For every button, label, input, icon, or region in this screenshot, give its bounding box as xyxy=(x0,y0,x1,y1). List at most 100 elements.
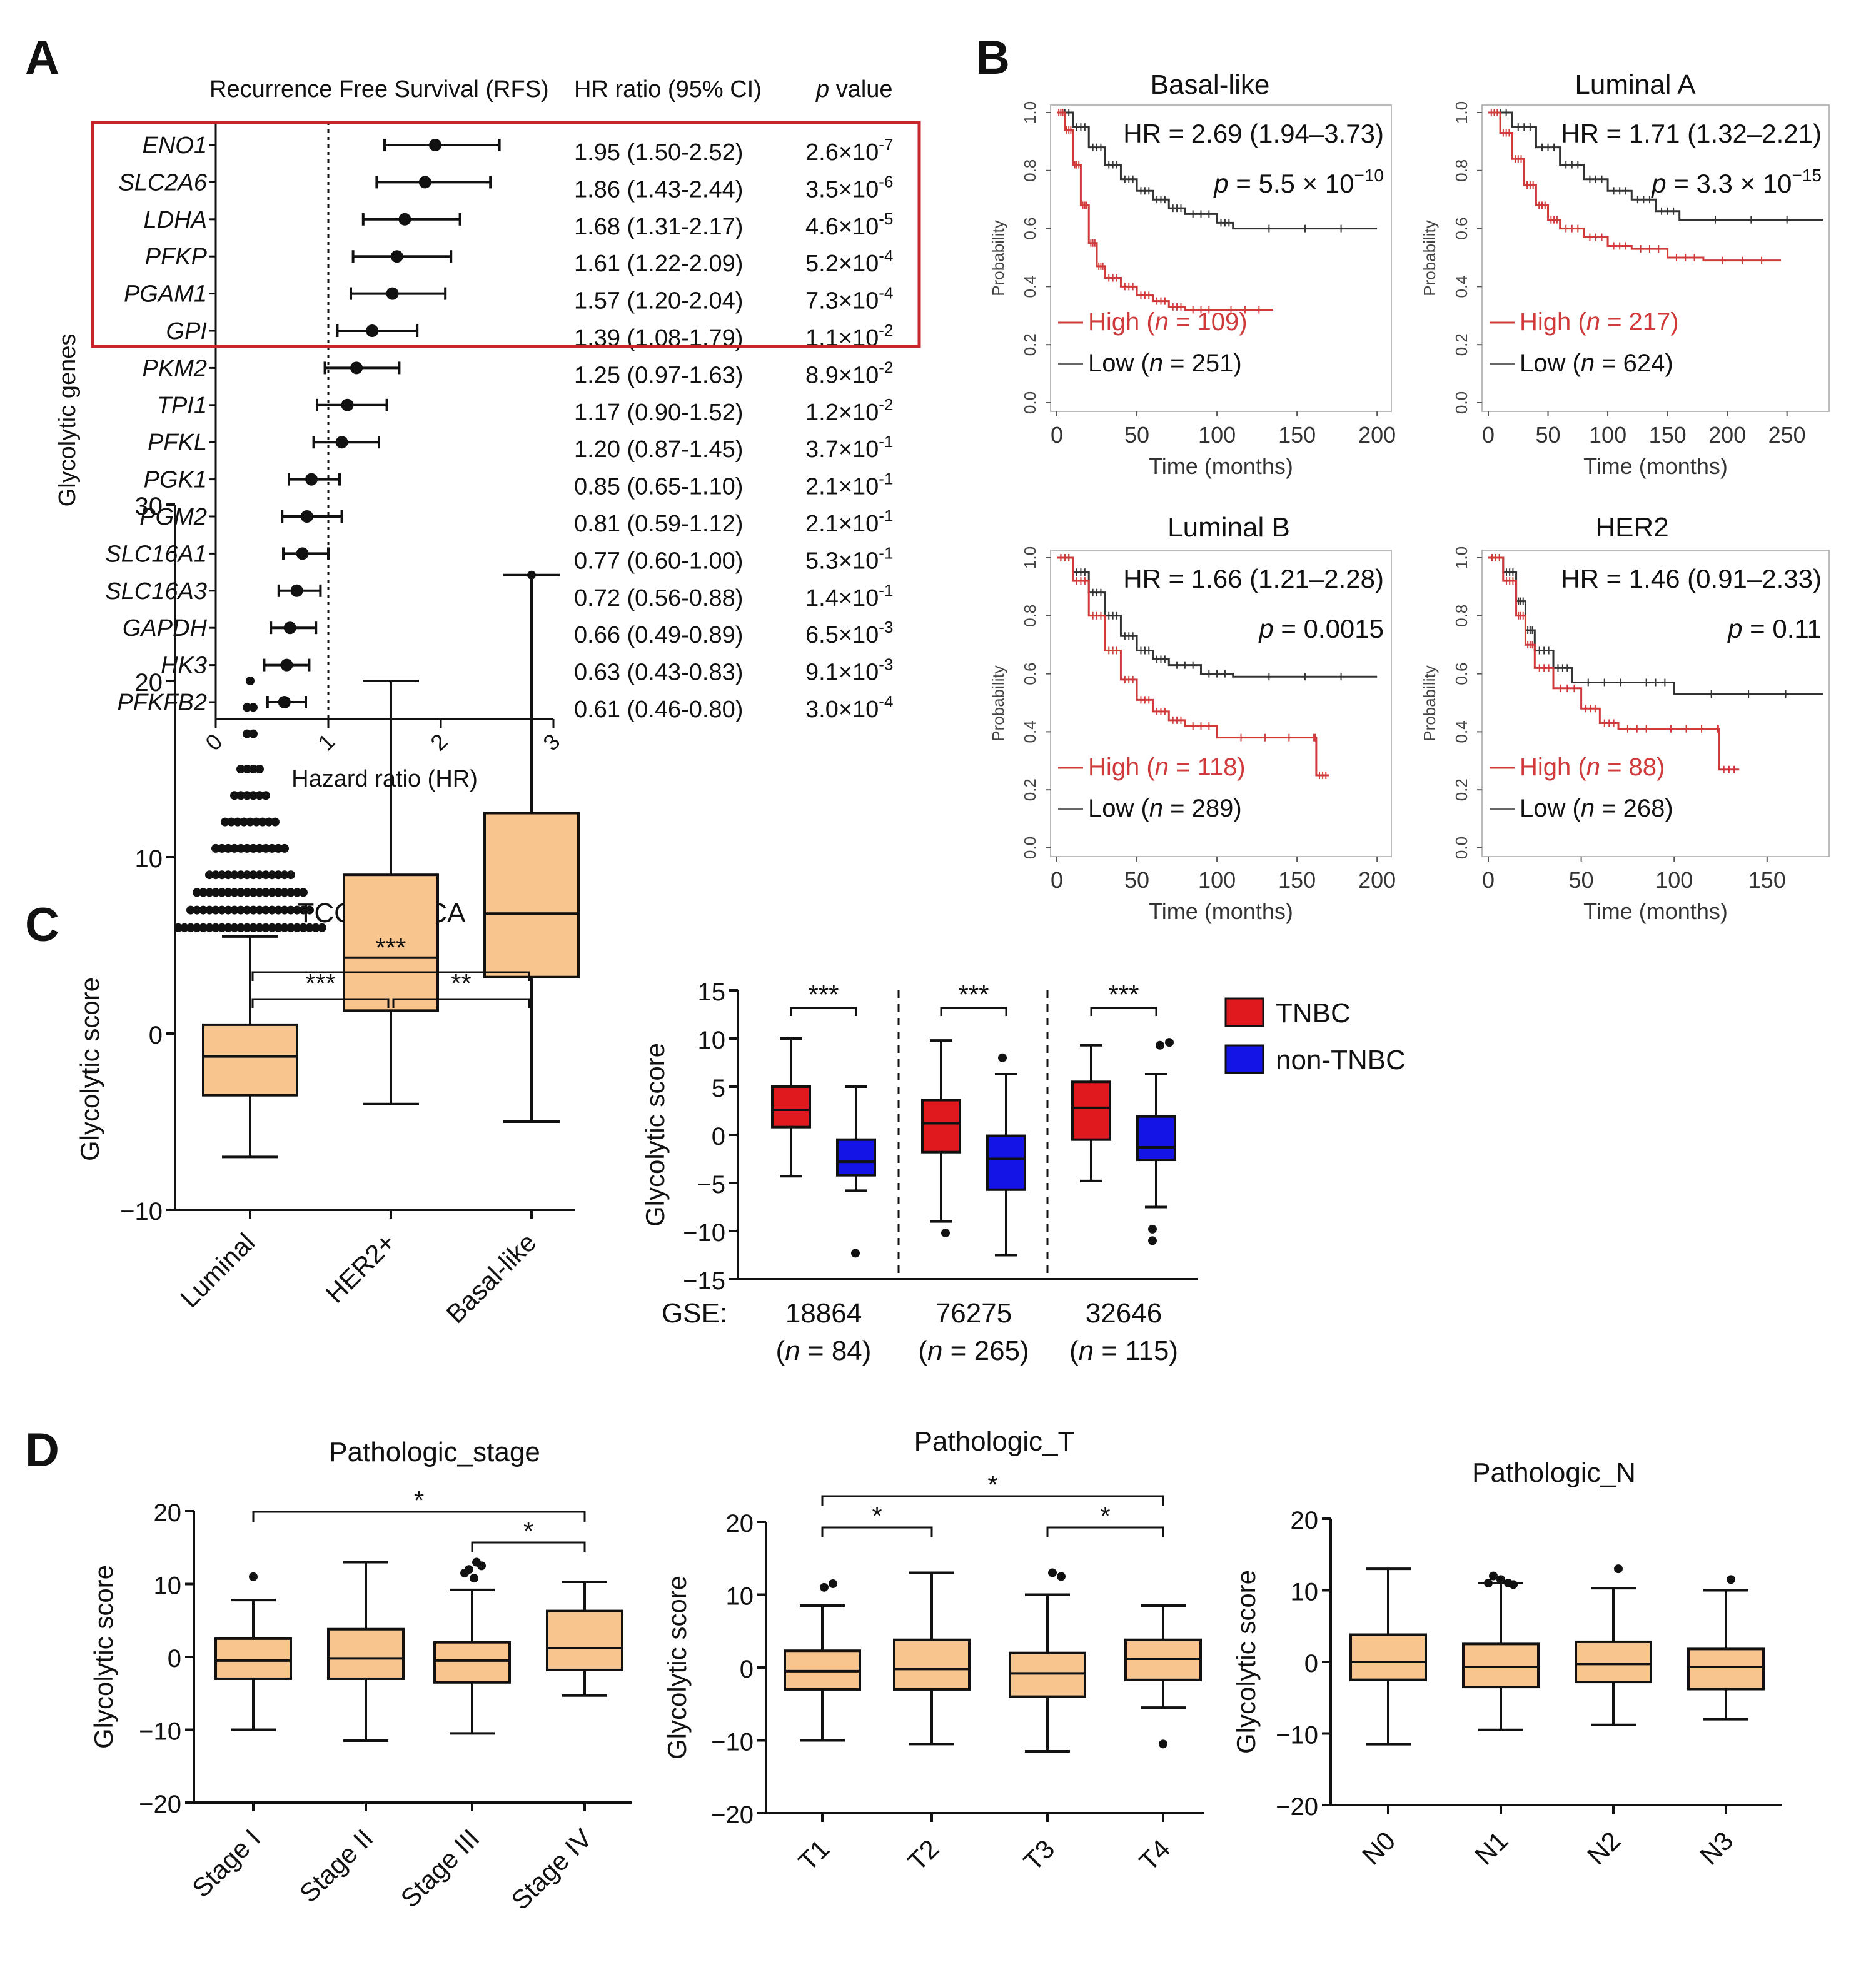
hr-point xyxy=(278,696,291,708)
tcga-outlier xyxy=(293,905,301,915)
p-value: 5.3×10-1 xyxy=(805,543,893,574)
tcga-category-label: Luminal xyxy=(174,1227,260,1313)
km-x-tick-label: 100 xyxy=(1589,422,1626,448)
gse-y-tick-label: 5 xyxy=(712,1075,725,1102)
p-value-exponent: -3 xyxy=(879,655,893,674)
gene-label: GAPDH xyxy=(123,615,208,641)
path-t-y-label: Glycolytic score xyxy=(662,1576,692,1759)
stage-category-label: Stage III xyxy=(395,1823,485,1913)
path-n-outlier xyxy=(1509,1580,1518,1589)
km-y-tick-label: 0.0 xyxy=(1021,391,1039,414)
hr-ci-value: 0.72 (0.56-0.88) xyxy=(574,585,743,611)
km-y-tick-label: 0.2 xyxy=(1021,778,1039,801)
stage-y-tick-label: −20 xyxy=(139,1791,181,1818)
stage-outlier xyxy=(470,1574,478,1583)
tcga-outlier xyxy=(249,843,258,853)
hr-ci-value: 1.20 (0.87-1.45) xyxy=(574,436,743,463)
tcga-outlier xyxy=(236,765,245,773)
gse-y-tick-label: 0 xyxy=(712,1123,725,1150)
forest-x-tick-label: 1 xyxy=(313,728,340,755)
km-x-label: Time (months) xyxy=(1149,898,1293,924)
km-y-tick-label: 0.6 xyxy=(1452,663,1471,685)
p-value-exponent: -1 xyxy=(879,506,893,525)
legend-tnbc-swatch xyxy=(1224,997,1264,1027)
tcga-box-0-box xyxy=(202,1023,298,1097)
path-n-outlier xyxy=(1614,1564,1623,1574)
p-value-exponent: -4 xyxy=(879,284,893,303)
tcga-sig-label: *** xyxy=(375,933,406,962)
gene-label: HK3 xyxy=(161,653,207,679)
gse-n-count: = 115) xyxy=(1094,1336,1178,1366)
pathologic-t-boxplot: Pathologic_T −20 −10 0 10 20 Glycolytic score T… xyxy=(662,1426,1204,1876)
tcga-outlier xyxy=(286,870,295,880)
km-x-tick-label: 150 xyxy=(1649,422,1687,448)
tcga-outlier xyxy=(305,923,314,932)
tcga-y-tick-label: 10 xyxy=(135,845,163,873)
km-x-tick-label: 50 xyxy=(1536,422,1561,448)
tcga-outlier xyxy=(199,888,208,897)
p-value-base: 2.1×10 xyxy=(805,474,879,500)
km-legend-low-n: n xyxy=(1149,350,1163,377)
path-t-outlier xyxy=(820,1582,829,1592)
p-value-exponent: -1 xyxy=(879,543,893,562)
tcga-outlier xyxy=(243,923,251,932)
tcga-y-tick-label: 0 xyxy=(149,1022,163,1049)
stage-outlier xyxy=(460,1569,469,1578)
tcga-outlier xyxy=(255,765,264,773)
tcga-outlier xyxy=(299,905,308,915)
km-y-tick-label: 1.0 xyxy=(1021,101,1039,124)
p-value-base: 2.1×10 xyxy=(805,511,879,537)
km-p-text: p = 0.11 xyxy=(1727,614,1822,643)
km-legend-high-n: n xyxy=(1155,308,1169,336)
gse-outlier xyxy=(998,1053,1007,1062)
tcga-outlier xyxy=(280,905,289,915)
p-value-exponent: -1 xyxy=(879,470,893,488)
gene-label: PFKP xyxy=(145,244,208,270)
km-hr-text: HR = 1.46 (0.91–2.33) xyxy=(1561,564,1822,593)
tcga-outlier xyxy=(230,870,239,880)
path-t-y-tick-label: 10 xyxy=(726,1583,754,1611)
stage-sig-label: * xyxy=(414,1486,424,1515)
p-value-exponent: -1 xyxy=(879,581,893,600)
path-n-outlier xyxy=(1496,1575,1505,1584)
km-y-tick-label: 0.8 xyxy=(1452,159,1471,182)
km-p-text: p = 0.0015 xyxy=(1258,614,1384,643)
km-legend-high-count: = 118) xyxy=(1169,753,1246,781)
tcga-outlier xyxy=(261,791,270,800)
path-t-category-label: T4 xyxy=(1133,1834,1176,1876)
tcga-box-1-box xyxy=(343,873,439,1012)
km-legend-high: High (n = 109) xyxy=(1088,308,1248,336)
tcga-outlier xyxy=(311,923,320,932)
tcga-sig-bracket xyxy=(392,998,530,1008)
km-p-prefix: p xyxy=(1258,614,1273,643)
hr-ci-value: 1.95 (1.50-2.52) xyxy=(574,139,743,166)
path-n-y-tick-label: 20 xyxy=(1291,1507,1319,1534)
km-legend-low-n: n xyxy=(1581,350,1595,377)
km-x-tick-label: 150 xyxy=(1748,867,1786,893)
panel-letter-d: D xyxy=(25,1424,59,1477)
hr-ci-value: 1.61 (1.22-2.09) xyxy=(574,251,743,277)
tcga-outlier xyxy=(255,923,264,932)
km-low-curve xyxy=(1057,556,1378,678)
tcga-outlier xyxy=(299,888,308,897)
tcga-sig-bracket xyxy=(251,971,530,981)
p-value: 2.1×10-1 xyxy=(805,506,893,537)
p-value-base: 4.6×10 xyxy=(805,214,879,240)
km-title: Luminal B xyxy=(1167,512,1290,543)
hr-point xyxy=(296,547,309,560)
gene-label: LDHA xyxy=(144,207,207,233)
gse-outlier xyxy=(941,1229,950,1238)
km-x-tick-label: 100 xyxy=(1198,867,1236,893)
path-t-y-tick-label: 0 xyxy=(740,1656,754,1683)
hr-ci-value: 0.77 (0.60-1.00) xyxy=(574,548,743,574)
gene-label: PFKL xyxy=(148,430,207,456)
tcga-outlier xyxy=(236,905,245,915)
hr-point xyxy=(305,473,318,486)
tcga-outlier xyxy=(243,791,251,800)
km-legend-high-label: High ( xyxy=(1088,753,1155,781)
gse-id-label: 18864 xyxy=(785,1298,862,1329)
tcga-outlier xyxy=(268,843,276,853)
tcga-outlier xyxy=(180,923,189,932)
km-plot-2: Luminal A 0.0 0.2 0.4 0.6 0.8 1.0 Probability 0 5… xyxy=(1420,69,1830,479)
km-y-tick-label: 0.2 xyxy=(1452,333,1471,356)
